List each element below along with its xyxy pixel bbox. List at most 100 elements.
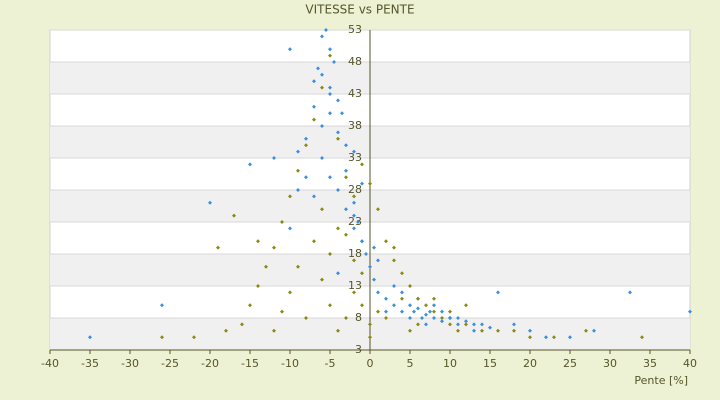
point [432,309,436,314]
point [372,277,376,282]
point [320,72,324,77]
point [288,226,292,231]
point [320,124,324,128]
point [240,322,244,327]
y-tick-label: 13 [348,279,362,292]
x-tick-label: -35 [81,357,99,370]
point [192,335,196,340]
point [392,303,396,308]
point [424,303,428,308]
point [288,290,292,295]
point [432,316,436,320]
point [320,34,324,39]
x-tick-label: 15 [483,357,497,370]
point [368,322,372,327]
point [480,322,484,327]
point [360,162,364,167]
point [428,309,432,314]
point [368,181,372,186]
point [344,232,348,237]
point [384,239,388,244]
point [352,213,356,218]
point [416,306,420,311]
point [552,335,556,340]
point [400,296,404,301]
point [280,220,284,224]
point [224,328,228,333]
point [408,303,412,308]
point [420,316,424,320]
point [360,239,364,244]
x-tick-label: 20 [523,357,537,370]
point [344,316,348,320]
point [288,47,292,52]
point [424,322,428,327]
point [344,168,348,173]
x-tick-label: 5 [407,357,414,370]
point [528,335,532,340]
point [312,239,316,244]
point [340,111,344,116]
point [320,156,324,160]
point [332,60,336,64]
point [368,335,372,340]
point [376,258,380,263]
x-tick-label: 35 [643,357,657,370]
x-tick-label: -30 [121,357,139,370]
point [328,85,332,90]
point [384,296,388,301]
x-tick-label: 25 [563,357,577,370]
point [512,328,516,333]
point [584,328,588,333]
point [328,92,332,96]
point [440,309,444,314]
point [360,303,364,308]
point [568,335,572,340]
point [360,181,364,186]
point [432,303,436,308]
point [352,194,356,199]
point [408,328,412,333]
point [464,319,468,324]
point [344,207,348,212]
point [400,271,404,276]
point [440,319,444,324]
point [304,143,308,148]
point [400,309,404,314]
point [432,296,436,301]
point [336,271,340,276]
point [208,200,212,205]
point [256,239,260,244]
x-tick-label: -15 [241,357,259,370]
point [304,175,308,180]
point [320,207,324,212]
x-tick-label: -25 [161,357,179,370]
point [328,175,332,180]
y-tick-label: 33 [348,151,362,164]
point [280,309,284,314]
x-tick-label: 30 [603,357,617,370]
point [412,309,416,314]
point [344,175,348,180]
point [232,213,236,218]
point [544,335,548,340]
point [392,245,396,250]
point [312,194,316,199]
point [316,66,320,71]
y-tick-label: 43 [348,87,362,100]
point [364,252,368,256]
point [296,149,300,154]
point [408,284,412,288]
x-tick-label: 40 [683,357,697,370]
point [368,264,372,269]
point [352,226,356,231]
point [336,98,340,103]
x-tick-label: -20 [201,357,219,370]
y-tick-label: 28 [348,183,362,196]
point [304,316,308,320]
point [416,296,420,301]
point [88,335,92,340]
point [356,220,360,224]
point [312,117,316,122]
